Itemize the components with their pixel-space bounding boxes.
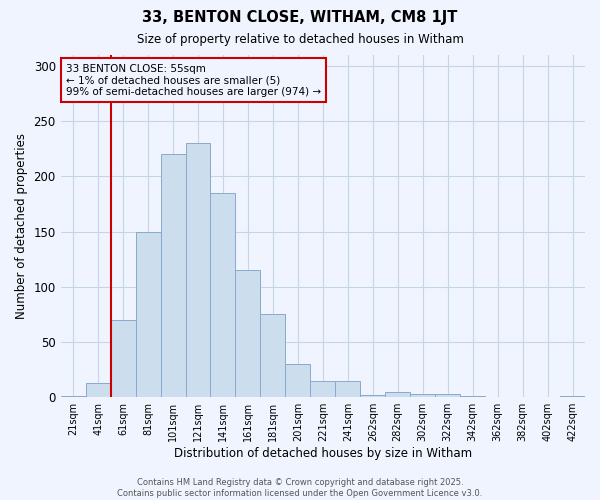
Bar bbox=[560, 396, 585, 397]
Bar bbox=[161, 154, 185, 397]
Text: Contains HM Land Registry data © Crown copyright and database right 2025.
Contai: Contains HM Land Registry data © Crown c… bbox=[118, 478, 482, 498]
X-axis label: Distribution of detached houses by size in Witham: Distribution of detached houses by size … bbox=[174, 447, 472, 460]
Bar bbox=[260, 314, 286, 397]
Bar bbox=[235, 270, 260, 397]
Bar bbox=[310, 380, 335, 397]
Bar bbox=[460, 396, 485, 397]
Bar bbox=[335, 380, 360, 397]
Bar bbox=[435, 394, 460, 397]
Bar bbox=[360, 395, 385, 397]
Bar bbox=[61, 396, 86, 397]
Bar bbox=[136, 232, 161, 397]
Y-axis label: Number of detached properties: Number of detached properties bbox=[15, 133, 28, 319]
Bar bbox=[110, 320, 136, 397]
Bar bbox=[286, 364, 310, 397]
Text: 33, BENTON CLOSE, WITHAM, CM8 1JT: 33, BENTON CLOSE, WITHAM, CM8 1JT bbox=[142, 10, 458, 25]
Text: 33 BENTON CLOSE: 55sqm
← 1% of detached houses are smaller (5)
99% of semi-detac: 33 BENTON CLOSE: 55sqm ← 1% of detached … bbox=[66, 64, 321, 97]
Bar bbox=[86, 383, 110, 397]
Text: Size of property relative to detached houses in Witham: Size of property relative to detached ho… bbox=[137, 32, 463, 46]
Bar bbox=[410, 394, 435, 397]
Bar bbox=[211, 193, 235, 397]
Bar bbox=[185, 144, 211, 397]
Bar bbox=[385, 392, 410, 397]
